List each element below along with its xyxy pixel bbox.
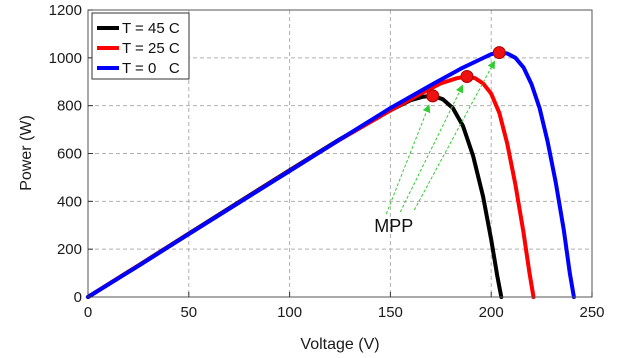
x-axis-title: Voltage (V) bbox=[300, 336, 379, 353]
y-tick-label: 600 bbox=[57, 146, 82, 163]
legend: T = 45 C T = 25 C T = 0 C bbox=[91, 12, 190, 80]
y-tick-label: 200 bbox=[57, 241, 82, 258]
y-tick-label: 400 bbox=[57, 193, 82, 210]
mpp-label: MPP bbox=[374, 216, 413, 236]
x-tick-label: 200 bbox=[479, 304, 504, 321]
y-tick-label: 800 bbox=[57, 98, 82, 115]
mpp-point-3 bbox=[492, 46, 506, 60]
mpp-arrow-2 bbox=[399, 84, 464, 213]
mpp-arrow-3 bbox=[413, 60, 495, 211]
x-tick-label: 250 bbox=[579, 304, 604, 321]
legend-label-1: T = 45 C bbox=[122, 20, 180, 37]
mpp-point-2 bbox=[460, 69, 474, 83]
y-tick-label: 0 bbox=[74, 289, 82, 306]
legend-label-2: T = 25 C bbox=[122, 40, 180, 57]
y-axis-title: Power (W) bbox=[18, 115, 35, 191]
x-tick-label: 100 bbox=[277, 304, 302, 321]
mpp-arrow-1 bbox=[385, 104, 431, 215]
y-tick-label: 1000 bbox=[49, 50, 82, 67]
tick-labels: 0 50 100 150 200 250 0 200 400 600 800 1000 1200 bbox=[49, 2, 605, 321]
x-tick-label: 50 bbox=[180, 304, 197, 321]
mpp-point-1 bbox=[426, 89, 440, 103]
legend-label-3: T = 0 C bbox=[122, 60, 180, 77]
x-tick-label: 0 bbox=[84, 304, 92, 321]
annotation-layer: MPP bbox=[374, 46, 506, 236]
x-tick-label: 150 bbox=[378, 304, 403, 321]
y-tick-label: 1200 bbox=[49, 2, 82, 19]
